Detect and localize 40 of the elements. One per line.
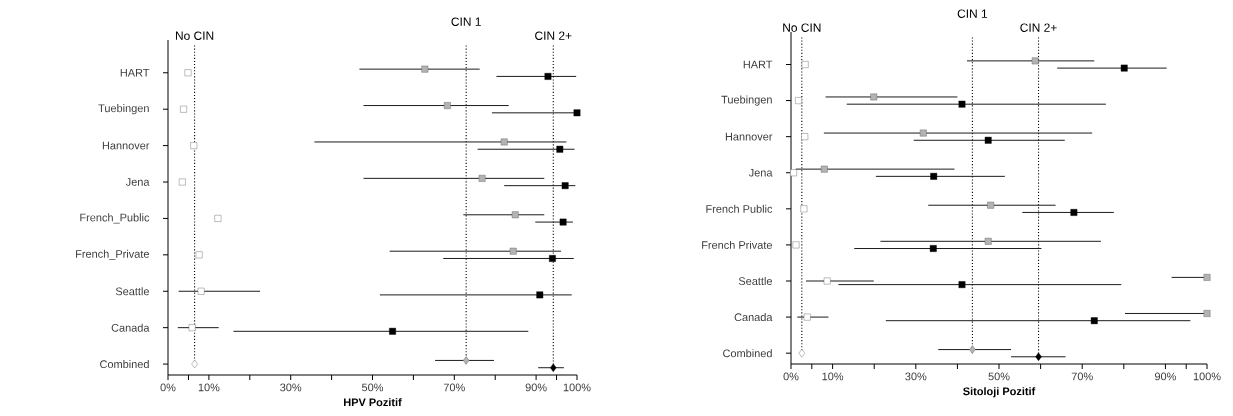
ref-line-label: No CIN bbox=[783, 23, 821, 32]
x-axis-title: HPV Pozitif bbox=[344, 398, 402, 407]
x-tick-label: 0% bbox=[160, 383, 176, 392]
y-tick-label: Hannover bbox=[725, 132, 773, 141]
x-tick-label: 10% bbox=[198, 383, 220, 392]
ref-line-label: No CIN bbox=[175, 31, 214, 40]
x-tick-label: 10% bbox=[822, 372, 844, 381]
x-tick-label: 70% bbox=[1071, 372, 1093, 381]
y-tick-label: Tuebingen bbox=[98, 104, 149, 115]
y-tick-label: Combined bbox=[723, 349, 772, 358]
x-axis-title: Sitoloji Pozitif bbox=[963, 387, 1036, 398]
y-tick-label: French Private bbox=[702, 240, 772, 249]
y-tick-label: Jena bbox=[748, 168, 773, 177]
y-tick-label: Tuebingen bbox=[721, 95, 772, 106]
x-tick-label: 90% bbox=[525, 383, 547, 392]
ref-line-label: CIN 2+ bbox=[1020, 23, 1057, 32]
x-tick-label: 0% bbox=[783, 372, 799, 381]
y-tick-label: French Public bbox=[706, 204, 773, 213]
x-tick-label: 30% bbox=[280, 383, 302, 392]
y-tick-label: Jena bbox=[125, 178, 150, 186]
x-tick-label: 70% bbox=[443, 383, 465, 392]
y-tick-label: Seattle bbox=[738, 276, 772, 286]
y-tick-label: Combined bbox=[100, 360, 149, 369]
ref-line-label: CIN 2+ bbox=[535, 31, 572, 40]
y-tick-label: HART bbox=[120, 69, 150, 77]
y-tick-label: French_Public bbox=[80, 213, 150, 224]
y-tick-label: Canada bbox=[734, 313, 773, 322]
y-tick-label: French_Private bbox=[76, 249, 149, 260]
ref-line-label: CIN 1 bbox=[451, 17, 481, 26]
y-tick-label: Hannover bbox=[102, 141, 150, 150]
x-tick-label: 100% bbox=[563, 383, 591, 392]
x-tick-label: 50% bbox=[361, 383, 384, 392]
x-tick-label: 90% bbox=[1154, 372, 1176, 381]
y-tick-label: Seattle bbox=[115, 287, 149, 296]
y-tick-label: Canada bbox=[111, 323, 150, 332]
y-tick-label: HART bbox=[743, 60, 773, 69]
x-tick-label: 50% bbox=[988, 372, 1010, 381]
x-tick-label: 30% bbox=[905, 372, 927, 381]
ref-line-label: CIN 1 bbox=[957, 9, 988, 18]
x-tick-label: 100% bbox=[1193, 372, 1221, 381]
